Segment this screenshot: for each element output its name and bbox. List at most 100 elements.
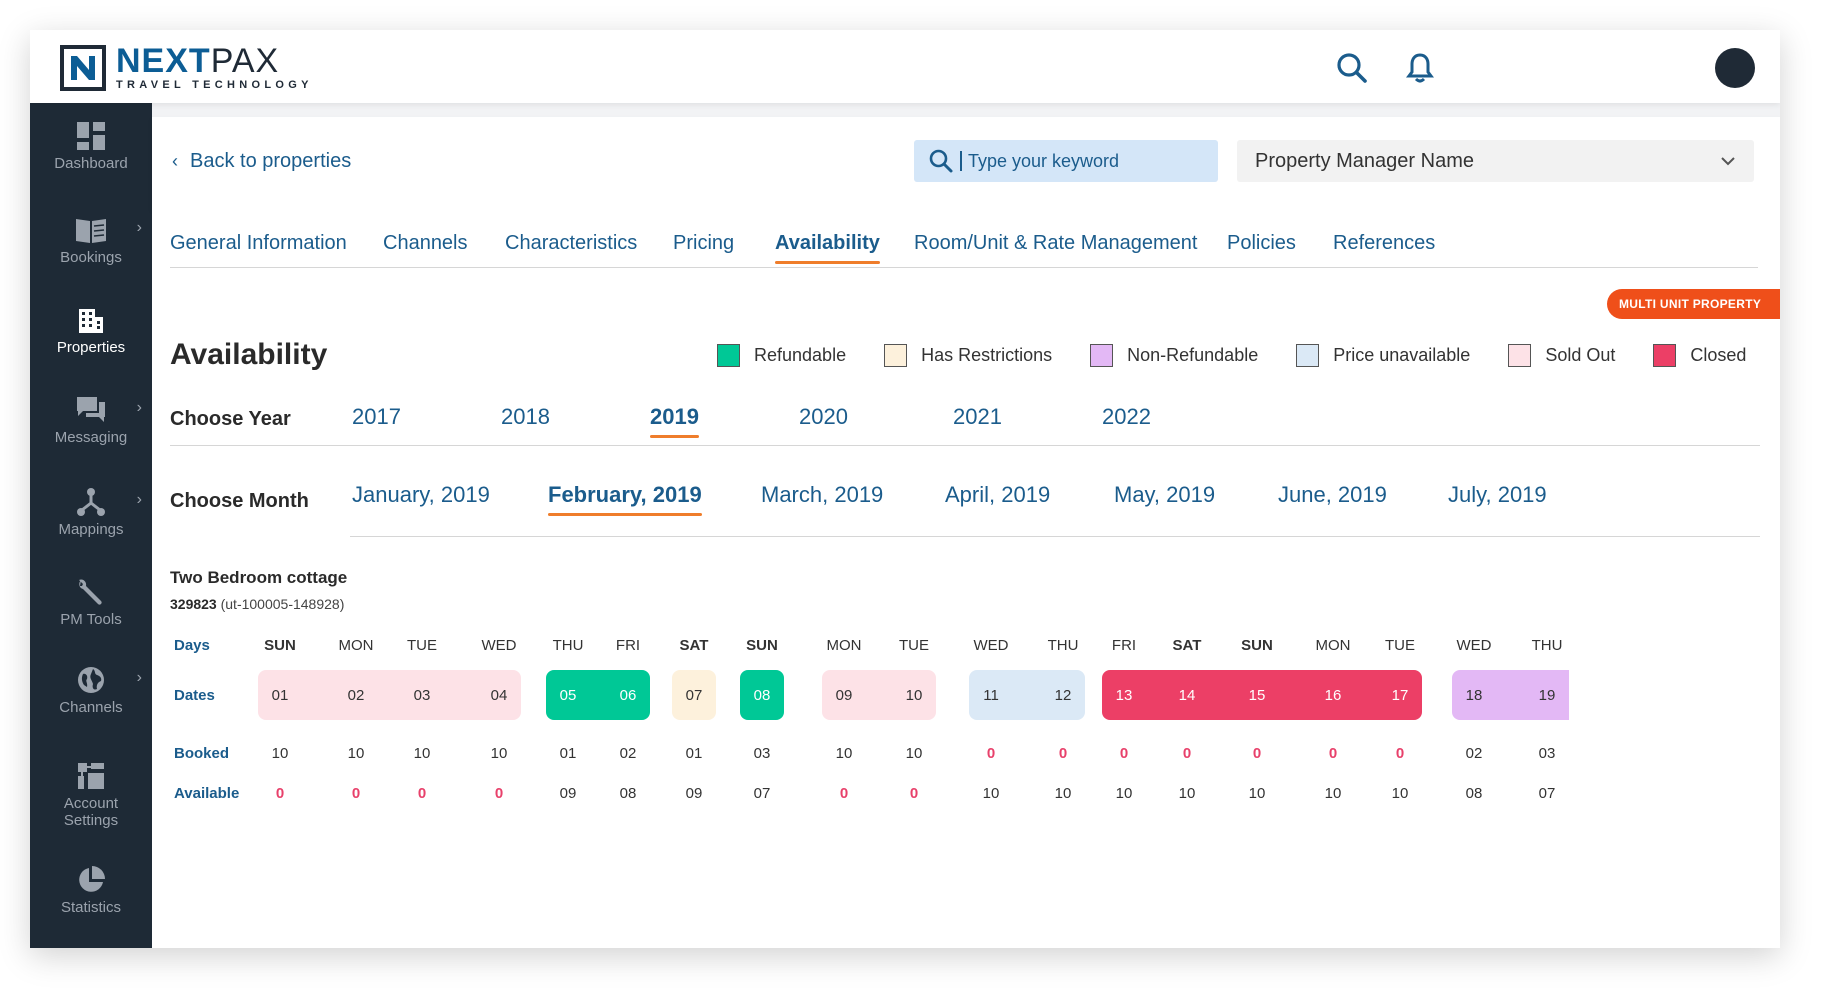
search-input[interactable]: [968, 150, 1208, 172]
date-cell[interactable]: 16: [1324, 687, 1342, 704]
date-range-pill-non-refundable[interactable]: [1452, 670, 1569, 720]
date-range-pill-sold-out[interactable]: [258, 670, 521, 720]
date-cell[interactable]: 17: [1391, 687, 1409, 704]
year-option[interactable]: 2021: [953, 404, 1002, 429]
availability-grid: Days Dates Booked Available SUN 01 10 0 MON 0…: [152, 628, 1780, 828]
date-cell[interactable]: 11: [983, 687, 999, 704]
legend-label: Non-Refundable: [1127, 345, 1259, 365]
date-range-pill-restrictions[interactable]: [672, 670, 716, 720]
available-cell: 09: [685, 785, 703, 802]
top-bar: NEXTPAX TRAVEL TECHNOLOGY: [30, 30, 1780, 103]
date-cell[interactable]: 01: [271, 687, 289, 704]
book-icon: [76, 219, 106, 243]
row-label-available: Available: [174, 785, 240, 802]
sidebar-item-bookings[interactable]: Bookings ›: [30, 215, 152, 266]
date-range-pill-price-unavailable[interactable]: [969, 670, 1085, 720]
year-option[interactable]: 2022: [1102, 404, 1151, 429]
bell-icon[interactable]: [1402, 50, 1438, 86]
tab-availability[interactable]: Availability: [775, 232, 880, 264]
year-option[interactable]: 2017: [352, 404, 401, 429]
date-cell[interactable]: 08: [753, 687, 771, 704]
month-option[interactable]: June, 2019: [1278, 482, 1387, 507]
date-cell[interactable]: 18: [1465, 687, 1483, 704]
tab-channels[interactable]: Channels: [383, 232, 468, 254]
tab-characteristics[interactable]: Characteristics: [505, 232, 638, 254]
tab-general-information[interactable]: General Information: [170, 232, 347, 254]
date-cell[interactable]: 09: [835, 687, 853, 704]
date-cell[interactable]: 07: [685, 687, 703, 704]
logo[interactable]: NEXTPAX TRAVEL TECHNOLOGY: [60, 44, 313, 91]
back-to-properties-link[interactable]: ‹ Back to properties: [172, 150, 351, 173]
date-cell[interactable]: 03: [413, 687, 431, 704]
search-icon: [929, 149, 953, 173]
sidebar-item-pm-tools[interactable]: PM Tools: [30, 577, 152, 628]
booked-cell: 01: [559, 745, 577, 762]
date-cell[interactable]: 15: [1248, 687, 1266, 704]
date-cell[interactable]: 10: [905, 687, 923, 704]
sidebar-item-channels[interactable]: Channels ›: [30, 665, 152, 716]
date-cell[interactable]: 05: [559, 687, 577, 704]
day-header: WED: [1456, 637, 1492, 654]
day-header: TUE: [407, 637, 437, 654]
month-option[interactable]: July, 2019: [1448, 482, 1547, 507]
avatar[interactable]: [1715, 48, 1755, 88]
sidebar-item-properties[interactable]: Properties: [30, 305, 152, 356]
month-option[interactable]: May, 2019: [1114, 482, 1216, 507]
date-cell[interactable]: 14: [1178, 687, 1196, 704]
date-range-pill-refundable[interactable]: [740, 670, 784, 720]
month-option[interactable]: January, 2019: [352, 482, 490, 507]
chevron-down-icon: [1721, 157, 1735, 166]
date-range-pill-refundable[interactable]: [546, 670, 650, 720]
year-option[interactable]: 2018: [501, 404, 550, 429]
date-cell[interactable]: 12: [1054, 687, 1072, 704]
date-cell[interactable]: 13: [1115, 687, 1133, 704]
tab-policies[interactable]: Policies: [1227, 232, 1296, 254]
property-manager-select[interactable]: Property Manager Name: [1237, 140, 1754, 182]
date-cell[interactable]: 19: [1538, 687, 1556, 704]
legend-label: Refundable: [754, 345, 847, 365]
logo-mark-icon: [60, 45, 106, 91]
booked-cell: 10: [835, 745, 853, 762]
logo-name: NEXTPAX: [116, 44, 313, 78]
sidebar-item-dashboard[interactable]: Dashboard: [30, 121, 152, 172]
row-label-dates: Dates: [174, 687, 215, 704]
sidebar-item-label: Bookings: [60, 249, 122, 266]
sidebar-item-messaging[interactable]: Messaging ›: [30, 395, 152, 446]
date-cell[interactable]: 02: [347, 687, 365, 704]
booked-cell: 01: [685, 745, 703, 762]
building-icon: [79, 309, 103, 333]
booked-cell: 10: [271, 745, 289, 762]
date-range-pill-sold-out[interactable]: [822, 670, 936, 720]
sidebar-item-label: Channels: [59, 699, 123, 716]
year-option[interactable]: 2020: [799, 404, 848, 429]
sidebar-item-statistics[interactable]: Statistics: [30, 865, 152, 916]
date-cell[interactable]: 06: [619, 687, 637, 704]
date-cell[interactable]: 04: [490, 687, 508, 704]
booked-cell: 03: [1538, 745, 1556, 762]
tab-references[interactable]: References: [1333, 232, 1436, 254]
month-option[interactable]: March, 2019: [761, 482, 884, 507]
search-icon[interactable]: [1334, 50, 1370, 86]
search-box[interactable]: [914, 140, 1218, 182]
booked-cell: 0: [986, 745, 996, 762]
header-bar: ‹ Back to properties Property Manager Na…: [152, 117, 1780, 208]
date-range-pill-closed[interactable]: [1102, 670, 1422, 720]
month-option-selected[interactable]: February, 2019: [548, 482, 702, 516]
sidebar-item-account-settings[interactable]: Account Settings: [30, 761, 152, 829]
row-label-booked: Booked: [174, 745, 230, 762]
chevron-right-icon: ›: [136, 399, 142, 416]
sidebar-item-mappings[interactable]: Mappings ›: [30, 487, 152, 538]
sidebar: Dashboard Bookings › Properties Messagin…: [30, 103, 152, 948]
tab-pricing[interactable]: Pricing: [673, 232, 735, 254]
available-cell: 0: [494, 785, 504, 802]
month-option[interactable]: April, 2019: [945, 482, 1051, 507]
sidebar-item-label: PM Tools: [60, 611, 122, 628]
legend-item-refundable: Refundable: [717, 344, 846, 367]
day-header: SAT: [679, 637, 709, 654]
year-option-selected[interactable]: 2019: [650, 404, 699, 438]
tab-room-unit-rate-management[interactable]: Room/Unit & Rate Management: [914, 232, 1198, 254]
legend-label: Sold Out: [1545, 345, 1616, 365]
day-header: FRI: [615, 637, 641, 654]
sidebar-item-label: Account: [63, 795, 119, 812]
available-cell: 08: [1465, 785, 1483, 802]
